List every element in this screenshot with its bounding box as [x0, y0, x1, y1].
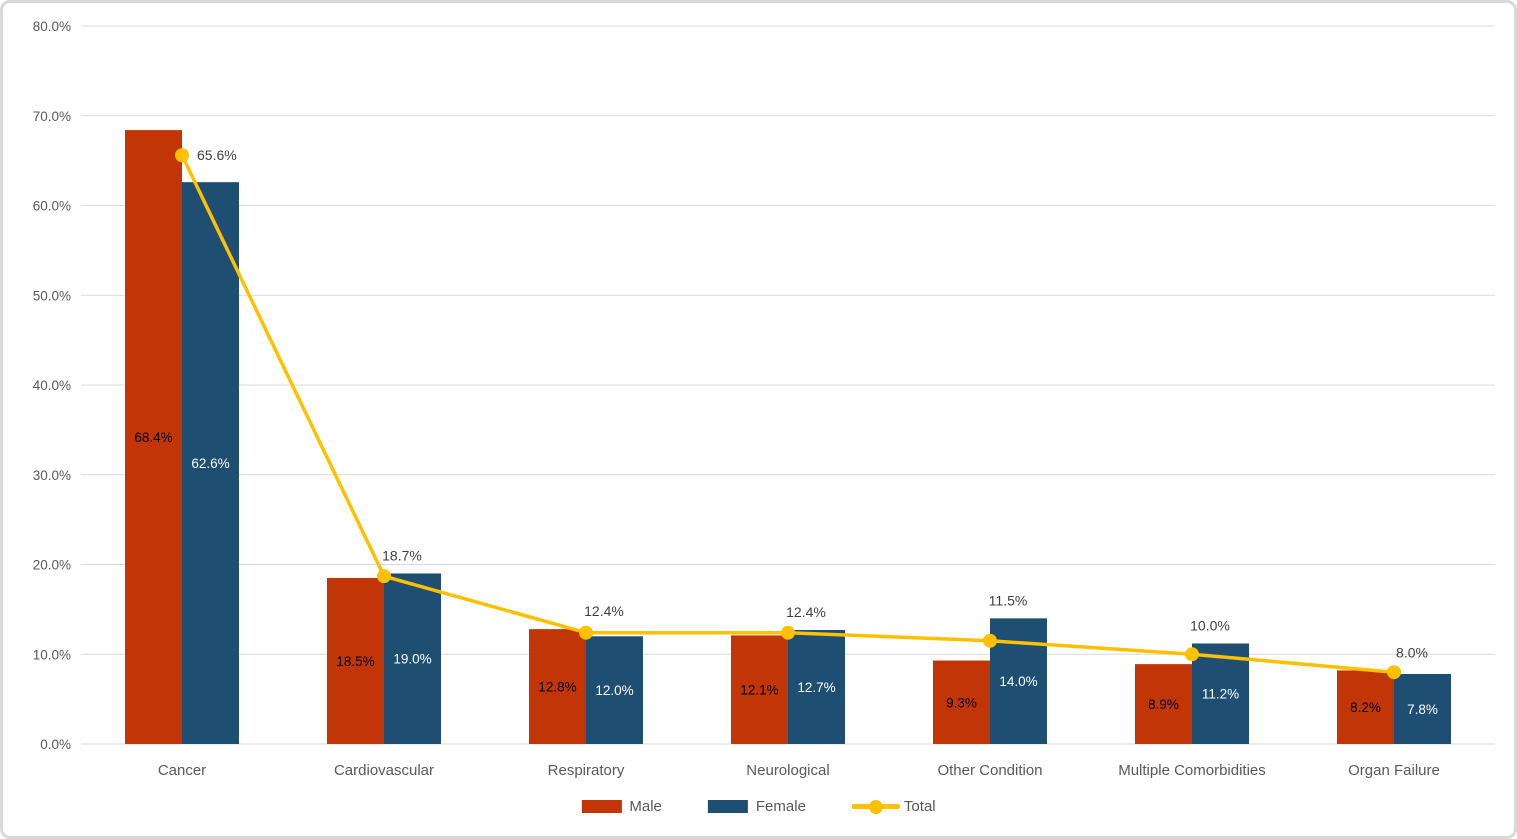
y-tick-label: 70.0%: [33, 109, 71, 124]
bar-label-male-3: 12.1%: [740, 683, 778, 698]
legend-item-total: Total: [851, 798, 936, 815]
bar-male-3: [731, 635, 788, 744]
legend-item-female: Female: [707, 798, 806, 815]
bar-female-2: [586, 636, 643, 744]
bar-female-4: [990, 618, 1047, 744]
bar-label-female-3: 12.7%: [797, 680, 835, 695]
bar-male-1: [327, 577, 384, 744]
bar-female-5: [1192, 643, 1249, 744]
x-category-label: Respiratory: [548, 762, 625, 779]
bar-label-male-6: 8.2%: [1350, 700, 1381, 715]
total-label-5: 10.0%: [1190, 617, 1230, 633]
total-series-swatch: [851, 799, 900, 814]
y-tick-label: 0.0%: [40, 737, 71, 752]
total-marker-2: [579, 625, 593, 640]
total-label-2: 12.4%: [584, 603, 624, 619]
total-marker-1: [377, 569, 391, 584]
bar-label-female-0: 62.6%: [191, 456, 229, 471]
total-label-6: 8.0%: [1396, 644, 1428, 660]
bar-male-6: [1337, 670, 1394, 744]
bar-label-female-4: 14.0%: [999, 674, 1037, 689]
bar-label-female-1: 19.0%: [393, 652, 431, 667]
y-tick-label: 30.0%: [33, 468, 71, 483]
total-marker-5: [1185, 647, 1199, 662]
y-tick-label: 40.0%: [33, 378, 71, 393]
bar-female-1: [384, 573, 441, 744]
bar-male-2: [529, 629, 586, 744]
x-category-label: Cardiovascular: [334, 762, 434, 779]
total-label-0: 65.6%: [197, 147, 237, 163]
x-category-label: Neurological: [746, 762, 829, 779]
total-label-1: 18.7%: [382, 547, 422, 563]
total-marker-0: [175, 148, 189, 163]
bar-label-female-6: 7.8%: [1407, 702, 1438, 717]
bar-male-5: [1135, 664, 1192, 744]
total-marker-4: [983, 633, 997, 648]
bar-label-female-5: 11.2%: [1202, 687, 1239, 702]
bar-male-4: [933, 660, 990, 744]
bar-label-male-2: 12.8%: [538, 680, 576, 695]
y-tick-label: 60.0%: [33, 199, 71, 214]
x-category-label: Other Condition: [937, 762, 1042, 779]
y-tick-label: 50.0%: [33, 288, 71, 303]
total-label-3: 12.4%: [786, 604, 826, 620]
legend: Male Female Total: [581, 798, 936, 815]
y-tick-label: 10.0%: [33, 647, 71, 662]
legend-label-total: Total: [903, 798, 936, 815]
x-category-label: Multiple Comorbidities: [1118, 762, 1266, 779]
bar-label-male-0: 68.4%: [134, 430, 172, 445]
female-series-swatch: [707, 800, 748, 813]
bar-label-female-2: 12.0%: [595, 683, 633, 698]
plot-area: 0.0% 10.0% 20.0% 30.0% 40.0% 50.0% 60.0% 70.0% 8…: [33, 19, 1495, 779]
x-category-label: Cancer: [158, 762, 206, 779]
male-series-swatch: [581, 800, 622, 813]
legend-label-female: Female: [755, 798, 806, 815]
bar-female-6: [1394, 673, 1451, 744]
bar-label-male-4: 9.3%: [946, 695, 977, 710]
bar-label-male-5: 8.9%: [1148, 697, 1179, 712]
legend-item-male: Male: [581, 798, 662, 815]
total-label-4: 11.5%: [989, 592, 1028, 608]
bar-male-0: [125, 130, 182, 745]
total-marker-3: [781, 625, 795, 640]
y-tick-label: 20.0%: [33, 558, 71, 573]
x-category-label: Organ Failure: [1348, 762, 1440, 779]
bar-female-0: [182, 182, 239, 745]
y-tick-label: 80.0%: [33, 19, 71, 34]
bar-label-male-1: 18.5%: [336, 654, 374, 669]
bar-female-3: [788, 630, 845, 744]
total-marker-6: [1387, 665, 1401, 680]
legend-label-male: Male: [629, 798, 662, 815]
total-series-marker-icon: [868, 799, 883, 814]
